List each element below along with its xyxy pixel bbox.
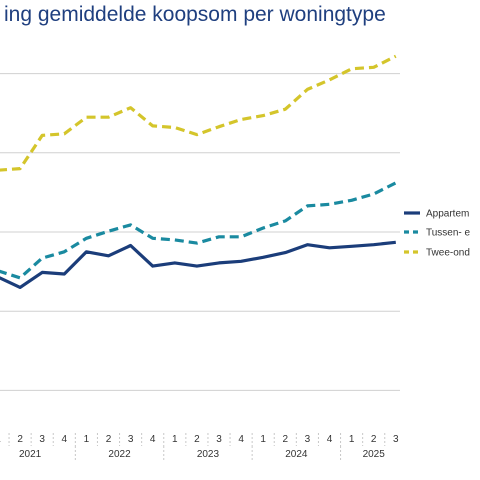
legend-label: Twee-ond (426, 248, 470, 259)
x-tick-label: 1 (172, 434, 178, 445)
year-label: 2022 (108, 449, 131, 460)
x-tick-label: 1 (260, 434, 266, 445)
year-label: 2023 (197, 449, 220, 460)
series-line-2 (0, 181, 397, 280)
x-tick-label: 2 (194, 434, 200, 445)
x-tick-label: 3 (393, 434, 399, 445)
legend-label: Appartem (426, 209, 469, 220)
x-tick-label: 2 (283, 434, 289, 445)
year-label: 2021 (19, 449, 42, 460)
x-tick-label: 3 (216, 434, 222, 445)
series-lines (0, 54, 397, 289)
legend-label: Tussen- e (426, 228, 471, 239)
x-tick-label: 1 (0, 434, 1, 445)
legend: Appartem Tussen- e Twee-ond (404, 209, 471, 259)
x-tick-label: 4 (327, 434, 333, 445)
x-tick-label: 1 (349, 434, 355, 445)
series-line-1 (0, 240, 396, 289)
x-tick-label: 3 (39, 434, 45, 445)
x-tick-label: 2 (106, 434, 112, 445)
x-tick-label: 4 (62, 434, 68, 445)
x-tick-label: 3 (128, 434, 134, 445)
x-tick-label: 2 (371, 434, 377, 445)
series-line-3 (0, 54, 397, 172)
x-tick-label: 4 (238, 434, 244, 445)
x-tick-label: 2 (17, 434, 23, 445)
chart-title: ing gemiddelde koopsom per woningtype (4, 3, 386, 26)
x-axis: 1 2 3 4 1 2 3 4 1 2 3 4 1 2 3 4 1 2 3 2021 2022 2023 2024 2025 (0, 433, 399, 460)
x-tick-label: 3 (305, 434, 311, 445)
x-tick-label: 1 (84, 434, 90, 445)
year-label: 2025 (363, 449, 386, 460)
year-label: 2024 (285, 449, 308, 460)
x-tick-label: 4 (150, 434, 156, 445)
gridlines (0, 73, 400, 391)
